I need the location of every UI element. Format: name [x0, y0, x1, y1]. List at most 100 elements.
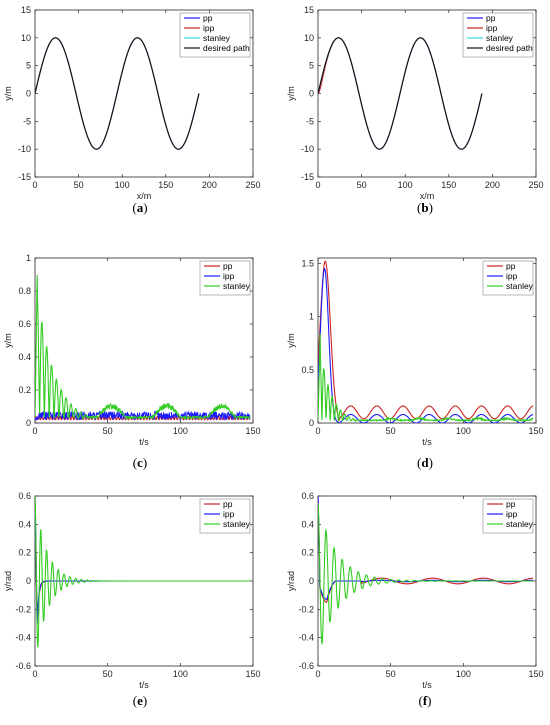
legend-entry: ipp — [203, 23, 215, 33]
legend-entry: ipp — [223, 509, 235, 519]
x-tick-label: 50 — [357, 180, 367, 190]
y-tick-label: 15 — [304, 5, 314, 15]
panel-label: (f) — [418, 693, 431, 708]
legend-entry: pp — [486, 13, 496, 23]
panel-label: (a) — [132, 200, 147, 215]
y-tick-label: 0 — [26, 89, 31, 99]
y-tick-label: 1.5 — [301, 258, 314, 268]
y-tick-label: 0.8 — [18, 286, 31, 296]
panel-label: (c) — [133, 455, 147, 470]
x-tick-label: 150 — [528, 426, 543, 436]
y-tick-label: 0.5 — [301, 365, 314, 375]
series-line-desired-path — [35, 37, 200, 150]
y-tick-label: 0 — [26, 418, 31, 428]
panel-a: 0 50 100 150 200 250 -15 -10 -5 0 5 10 15 x/m y/m ppipp… — [3, 5, 261, 215]
y-tick-label: 0.6 — [301, 491, 314, 501]
y-tick-label: 10 — [21, 33, 31, 43]
legend-entry: stanley — [486, 33, 514, 43]
x-axis-label: x/m — [137, 191, 152, 201]
series-line-stanley — [318, 333, 534, 423]
x-tick-label: 50 — [386, 669, 396, 679]
x-axis-label: t/s — [422, 680, 432, 690]
legend-entry: stanley — [203, 33, 231, 43]
x-tick-label: 0 — [32, 669, 37, 679]
series-line-stanley — [318, 503, 534, 645]
x-tick-label: 150 — [245, 426, 260, 436]
x-tick-label: 50 — [103, 669, 113, 679]
x-tick-label: 100 — [115, 180, 130, 190]
panel-label: (d) — [417, 455, 433, 470]
y-tick-label: 0.6 — [18, 491, 31, 501]
legend-entry: ipp — [486, 23, 498, 33]
x-tick-label: 150 — [528, 669, 543, 679]
legend-box — [462, 12, 534, 58]
y-tick-label: -0.2 — [298, 604, 314, 614]
legend-entry: stanley — [223, 281, 251, 291]
y-axis-label: y/m — [3, 333, 13, 348]
y-tick-label: 10 — [304, 33, 314, 43]
y-tick-label: -15 — [18, 172, 31, 182]
y-axis-label: y/rad — [3, 571, 13, 591]
legend-entry: desired path — [203, 43, 250, 53]
legend-entry: pp — [506, 261, 516, 271]
y-tick-label: -10 — [18, 144, 31, 154]
y-tick-label: 0 — [309, 418, 314, 428]
x-tick-label: 50 — [74, 180, 84, 190]
legend-box — [482, 498, 534, 534]
y-tick-label: -0.6 — [298, 661, 314, 671]
y-tick-label: 0.2 — [18, 385, 31, 395]
x-tick-label: 50 — [386, 426, 396, 436]
x-tick-label: 0 — [32, 180, 37, 190]
y-tick-label: 0.4 — [301, 519, 314, 529]
x-tick-label: 100 — [456, 669, 471, 679]
panel-f: 0 50 100 150 -0.6 -0.4 -0.2 0 0.2 0.4 0.6 t/s y/rad p… — [286, 491, 544, 708]
legend-entry: desired path — [486, 43, 533, 53]
y-tick-label: 0 — [26, 576, 31, 586]
series-line-stanley — [35, 274, 251, 421]
y-tick-label: 0.4 — [18, 519, 31, 529]
y-axis-label: y/m — [286, 86, 296, 101]
legend-box — [199, 260, 251, 296]
x-tick-label: 0 — [315, 426, 320, 436]
y-tick-label: 1 — [26, 253, 31, 263]
series-line-pp — [318, 260, 534, 422]
y-tick-label: 5 — [309, 61, 314, 71]
x-tick-label: 250 — [245, 180, 260, 190]
legend-entry: pp — [203, 13, 213, 23]
legend-entry: ipp — [506, 509, 518, 519]
legend-entry: stanley — [506, 281, 534, 291]
legend-box — [179, 12, 251, 58]
y-tick-label: 1 — [309, 312, 314, 322]
x-tick-label: 150 — [441, 180, 456, 190]
x-tick-label: 0 — [32, 426, 37, 436]
y-axis-label: y/m — [3, 86, 13, 101]
series-line-ipp — [318, 267, 534, 423]
y-tick-label: -5 — [306, 116, 314, 126]
x-tick-label: 50 — [103, 426, 113, 436]
x-tick-label: 100 — [173, 426, 188, 436]
legend-entry: ipp — [506, 271, 518, 281]
y-axis-label: y/m — [286, 333, 296, 348]
y-tick-label: 0.2 — [301, 548, 314, 558]
x-tick-label: 200 — [202, 180, 217, 190]
x-axis-label: t/s — [139, 437, 149, 447]
x-axis-label: t/s — [422, 437, 432, 447]
y-axis-label: y/rad — [286, 571, 296, 591]
panel-label: (b) — [417, 200, 433, 215]
panel-label: (e) — [133, 693, 147, 708]
legend-box — [199, 498, 251, 534]
x-axis-label: x/m — [420, 191, 435, 201]
y-tick-label: -10 — [301, 144, 314, 154]
x-tick-label: 250 — [528, 180, 543, 190]
panel-e: 0 50 100 150 -0.6 -0.4 -0.2 0 0.2 0.4 0.6 t/s y/rad p… — [3, 491, 261, 708]
x-tick-label: 150 — [245, 669, 260, 679]
x-axis-label: t/s — [139, 680, 149, 690]
y-tick-label: -5 — [23, 116, 31, 126]
y-tick-label: 5 — [26, 61, 31, 71]
y-tick-label: 0 — [309, 89, 314, 99]
legend-entry: ipp — [223, 271, 235, 281]
y-tick-label: 0.4 — [18, 352, 31, 362]
y-tick-label: -0.6 — [15, 661, 31, 671]
